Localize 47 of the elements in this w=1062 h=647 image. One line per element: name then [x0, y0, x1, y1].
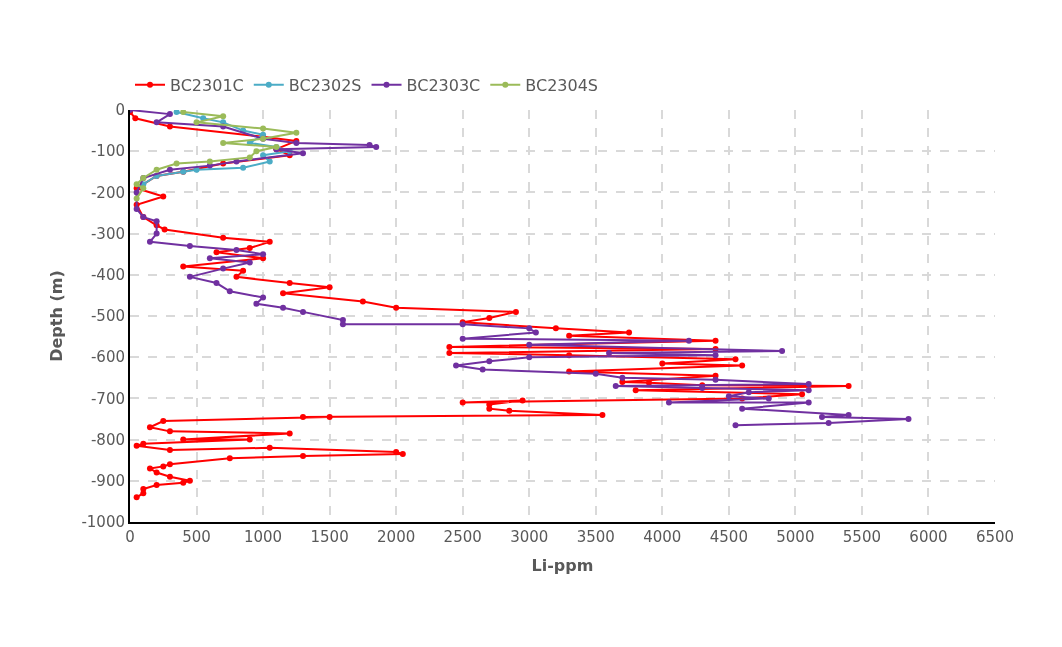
point [240, 164, 247, 171]
x-tick-label: 3500 [576, 528, 615, 546]
y-tick-label: -500 [90, 307, 125, 326]
point [266, 158, 273, 165]
y-tick-label: -1000 [81, 513, 125, 532]
legend-label: BC2302S [288, 75, 362, 95]
point [133, 181, 140, 188]
x-tick-label: 2000 [377, 528, 416, 546]
point [293, 129, 300, 136]
y-axis-title: Depth (m) [46, 270, 66, 362]
point [220, 113, 227, 120]
y-tick-label: -900 [90, 472, 125, 491]
point [180, 110, 187, 116]
point [246, 154, 253, 161]
x-tick-label: 5000 [776, 528, 815, 546]
x-tick-label: 6500 [975, 528, 1015, 546]
point [253, 148, 260, 155]
point [153, 166, 160, 173]
x-tick-label: 1000 [243, 528, 283, 546]
x-tick-label: 3000 [510, 528, 549, 546]
point [193, 119, 200, 126]
legend-label: BC2301C [170, 75, 244, 95]
y-tick-label: -600 [90, 348, 125, 367]
x-tick-label: 4500 [709, 528, 748, 546]
x-tick-label: 1500 [310, 528, 349, 546]
x-tick-label: 2500 [443, 528, 482, 546]
point [133, 195, 140, 202]
y-tick-label: -200 [90, 183, 125, 202]
point [220, 139, 227, 146]
y-tick-label: -300 [90, 224, 125, 243]
x-axis-title: Li-ppm [531, 556, 594, 576]
y-tick-label: 0 [115, 101, 125, 120]
y-tick-label: -800 [90, 430, 125, 449]
legend-label: BC2304S [525, 75, 599, 95]
point [206, 158, 213, 165]
y-tick-label: -100 [90, 142, 125, 161]
x-tick-label: 500 [182, 528, 211, 546]
y-tick-label: -700 [90, 389, 125, 408]
point [173, 110, 180, 116]
point [260, 125, 267, 132]
x-tick-label: 5500 [842, 528, 882, 546]
legend-label: BC2303C [406, 75, 481, 95]
x-tick-label: 4000 [643, 528, 682, 546]
point [140, 185, 147, 192]
x-tick-label: 6000 [909, 528, 948, 546]
y-tick-label: -400 [90, 266, 125, 285]
point [173, 160, 180, 167]
